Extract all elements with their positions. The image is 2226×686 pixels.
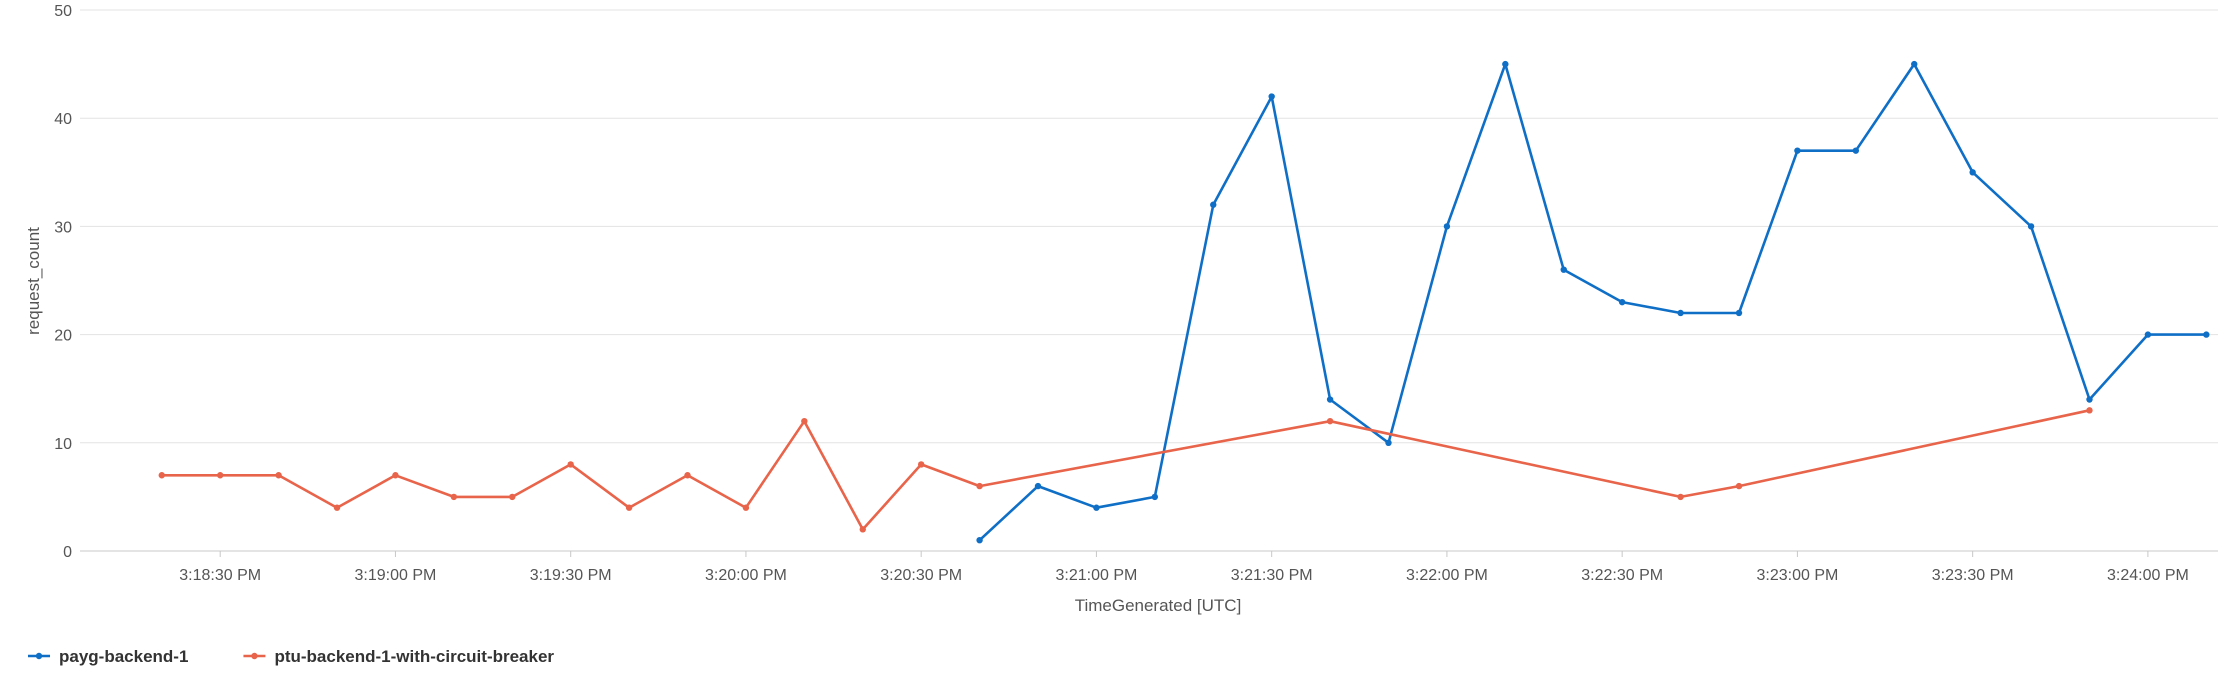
- data-point[interactable]: [1093, 504, 1100, 511]
- series-ptu-backend-1-with-circuit-breaker: [158, 407, 2093, 533]
- data-point[interactable]: [450, 493, 458, 501]
- data-point[interactable]: [1326, 417, 1334, 425]
- data-point[interactable]: [684, 472, 691, 479]
- data-point[interactable]: [2203, 331, 2210, 338]
- gridlines: [80, 9, 2218, 444]
- data-point[interactable]: [859, 526, 866, 533]
- x-tick-label: 3:22:00 PM: [1406, 567, 1488, 584]
- data-point[interactable]: [567, 461, 574, 468]
- x-tick-label: 3:24:00 PM: [2107, 567, 2189, 584]
- data-point[interactable]: [976, 482, 983, 490]
- y-axis-title: request_count: [24, 227, 43, 335]
- data-point[interactable]: [392, 472, 399, 479]
- x-tick-label: 3:20:30 PM: [880, 567, 962, 584]
- x-tick-label: 3:21:00 PM: [1056, 567, 1138, 584]
- x-axis-title: TimeGenerated [UTC]: [1075, 596, 1242, 615]
- series-lines: [158, 60, 2210, 544]
- x-tick-label: 3:19:00 PM: [355, 567, 437, 584]
- data-point[interactable]: [1326, 396, 1334, 403]
- x-tick-label: 3:23:30 PM: [1932, 567, 2014, 584]
- legend: payg-backend-1 ptu-backend-1-with-circuit…: [28, 647, 554, 666]
- data-point[interactable]: [158, 472, 165, 479]
- data-point[interactable]: [1911, 60, 1918, 68]
- x-tick-label: 3:18:30 PM: [179, 567, 261, 584]
- y-tick-label: 20: [54, 328, 72, 345]
- data-point[interactable]: [1151, 493, 1159, 501]
- data-point[interactable]: [2086, 396, 2093, 403]
- data-point[interactable]: [1735, 482, 1743, 490]
- data-point[interactable]: [625, 504, 633, 511]
- x-axis-ticks: 3:18:30 PM 3:19:00 PM 3:19:30 PM 3:20:00 PM…: [179, 551, 2189, 584]
- data-point[interactable]: [275, 472, 282, 479]
- series-payg-backend-1: [976, 60, 2210, 544]
- data-point[interactable]: [1969, 169, 1976, 176]
- y-tick-label: 10: [54, 436, 72, 453]
- data-point[interactable]: [333, 504, 341, 511]
- data-point[interactable]: [976, 536, 983, 544]
- data-point[interactable]: [2144, 331, 2152, 338]
- x-tick-label: 3:22:30 PM: [1581, 567, 1663, 584]
- legend-label: ptu-backend-1-with-circuit-breaker: [274, 647, 554, 666]
- series-line: [978, 62, 2208, 542]
- data-point[interactable]: [1443, 223, 1451, 230]
- data-point[interactable]: [1560, 266, 1567, 273]
- legend-label: payg-backend-1: [59, 647, 188, 666]
- legend-item[interactable]: payg-backend-1: [28, 647, 188, 666]
- x-tick-label: 3:21:30 PM: [1231, 567, 1313, 584]
- data-point[interactable]: [917, 461, 925, 468]
- y-axis-ticks: 0 10 20 30 40 50: [54, 3, 72, 561]
- data-point[interactable]: [1618, 298, 1626, 306]
- data-point[interactable]: [801, 417, 808, 425]
- data-point[interactable]: [1210, 201, 1217, 208]
- data-point[interactable]: [1677, 493, 1684, 501]
- y-tick-label: 50: [54, 3, 72, 20]
- data-point[interactable]: [1794, 147, 1801, 154]
- data-point[interactable]: [2086, 407, 2093, 414]
- data-point[interactable]: [1268, 93, 1275, 100]
- legend-item[interactable]: ptu-backend-1-with-circuit-breaker: [243, 647, 554, 666]
- data-point[interactable]: [2027, 223, 2035, 230]
- legend-marker: [251, 652, 258, 660]
- x-tick-label: 3:20:00 PM: [705, 567, 787, 584]
- data-point[interactable]: [1385, 439, 1392, 446]
- series-line: [160, 408, 2091, 531]
- y-tick-label: 40: [54, 111, 72, 128]
- data-point[interactable]: [1735, 309, 1743, 317]
- data-point[interactable]: [1852, 147, 1860, 154]
- legend-marker: [35, 652, 43, 660]
- data-point[interactable]: [1677, 309, 1684, 317]
- y-tick-label: 30: [54, 219, 72, 236]
- data-point[interactable]: [216, 472, 224, 479]
- x-tick-label: 3:19:30 PM: [530, 567, 612, 584]
- data-point[interactable]: [742, 504, 750, 511]
- y-tick-label: 0: [63, 544, 72, 561]
- data-point[interactable]: [509, 493, 516, 501]
- x-tick-label: 3:23:00 PM: [1756, 567, 1838, 584]
- data-point[interactable]: [1502, 60, 1509, 68]
- data-point[interactable]: [1034, 482, 1042, 490]
